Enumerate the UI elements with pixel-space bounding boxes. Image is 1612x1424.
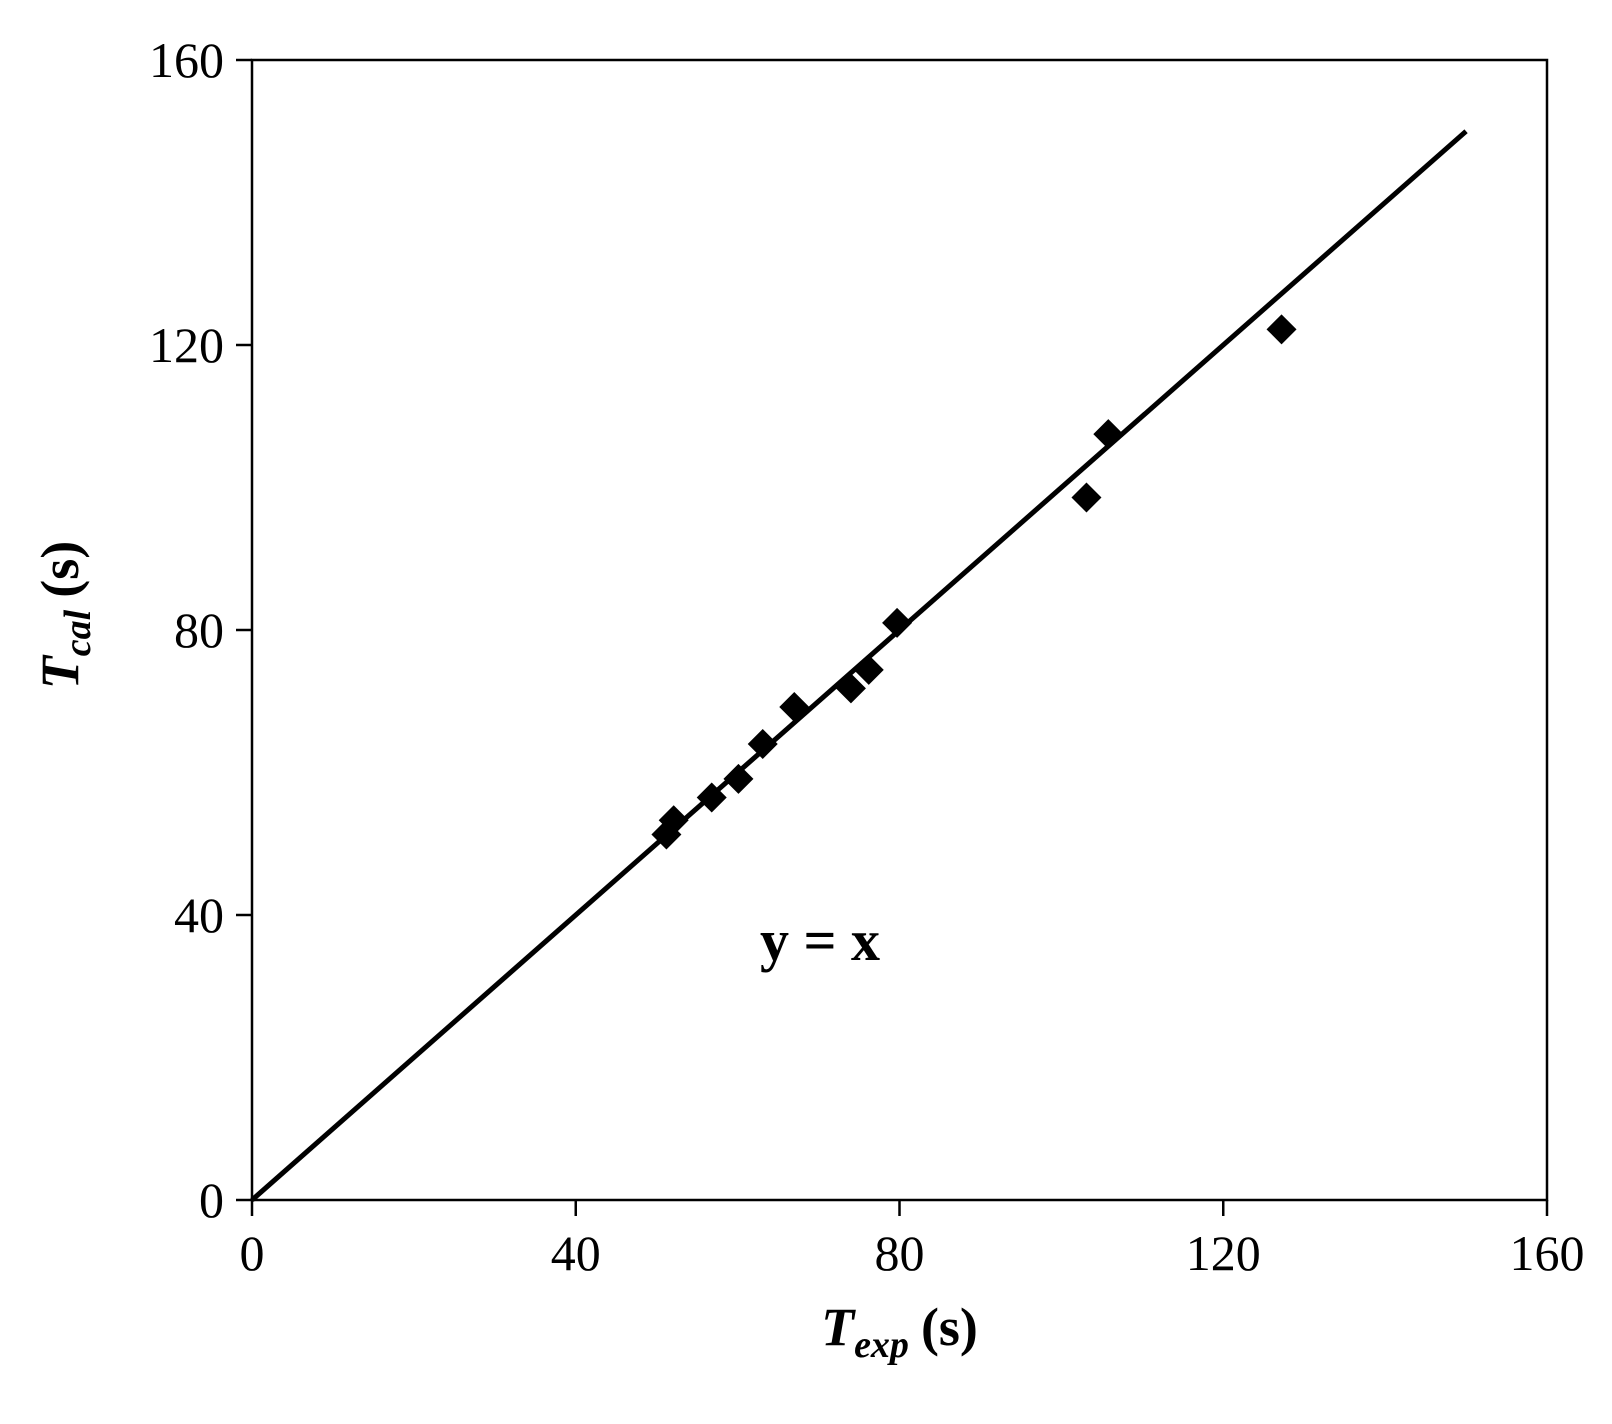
annotation: y = x — [760, 908, 880, 973]
data-point — [658, 805, 689, 836]
y-tick-label: 80 — [174, 602, 224, 658]
y-axis-label: Tcal (s) — [30, 541, 99, 689]
x-tick-label: 160 — [1510, 1225, 1585, 1281]
data-point — [882, 607, 913, 638]
x-label-main: T — [821, 1297, 856, 1357]
x-axis-label: Texp (s) — [821, 1297, 978, 1366]
y-label-unit: (s) — [30, 541, 90, 598]
x-tick-label: 80 — [875, 1225, 925, 1281]
data-point — [1093, 419, 1124, 450]
data-point — [779, 691, 810, 722]
x-label-unit: (s) — [921, 1297, 978, 1357]
y-tick-label: 120 — [149, 317, 224, 373]
x-label-sub: exp — [854, 1324, 909, 1366]
y-label-main: T — [30, 654, 90, 689]
data-point — [696, 782, 727, 813]
data-point — [1071, 482, 1102, 513]
x-tick-label: 120 — [1186, 1225, 1261, 1281]
data-point — [1266, 314, 1297, 345]
y-label-sub: cal — [57, 609, 99, 656]
data-point — [835, 673, 866, 704]
y-tick-label: 40 — [174, 887, 224, 943]
data-point — [747, 729, 778, 759]
data-point — [853, 654, 884, 685]
data-point — [723, 763, 754, 794]
x-tick-label: 40 — [551, 1225, 601, 1281]
y-tick-label: 0 — [199, 1172, 224, 1228]
x-tick-label: 0 — [240, 1225, 265, 1281]
y-tick-label: 160 — [149, 32, 224, 88]
